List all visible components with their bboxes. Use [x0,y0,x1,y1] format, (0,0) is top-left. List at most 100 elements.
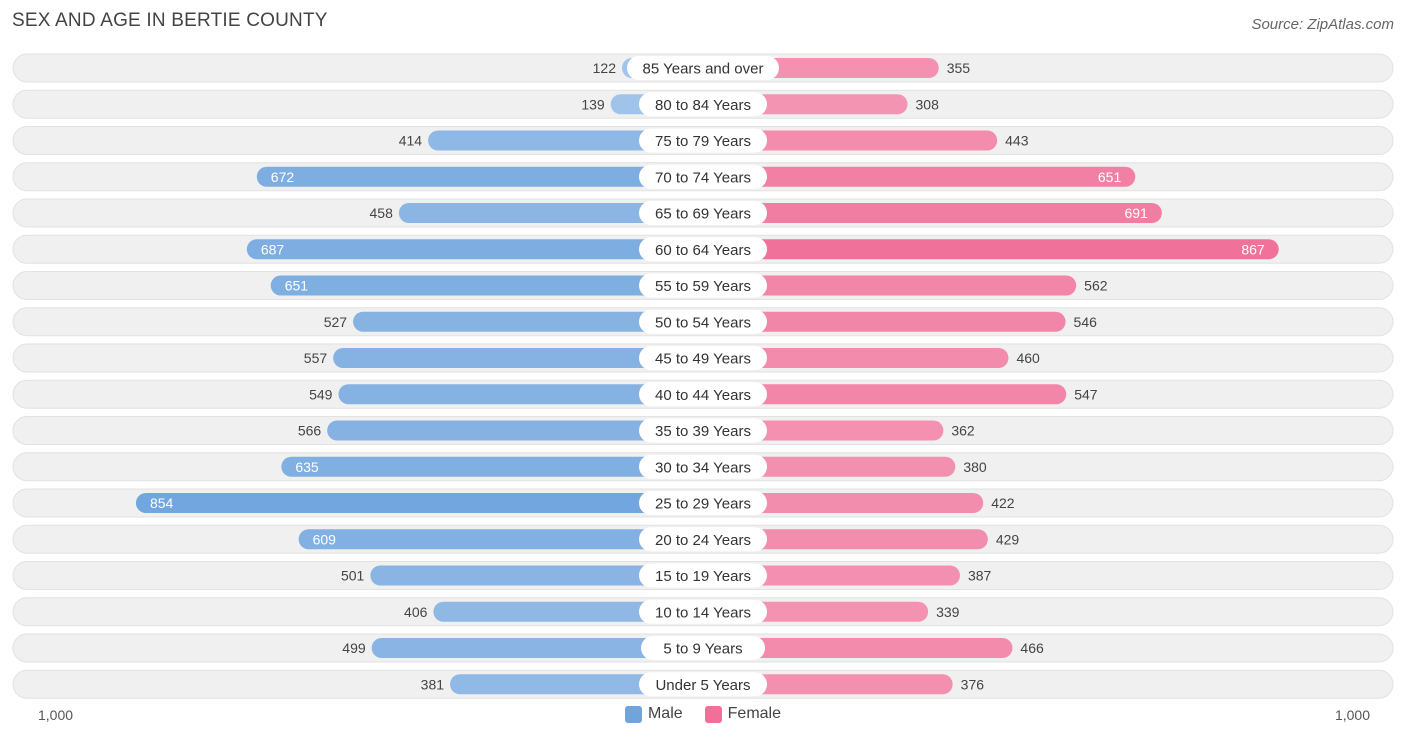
source-label: Source: ZipAtlas.com [1251,16,1394,33]
category-pill [639,527,767,552]
female-bar [703,638,1013,658]
male-value-label: 381 [421,676,445,692]
axis-right-label: 1,000 [1334,707,1370,723]
chart-area: 122 355 85 Years and over 139 308 80 to 84 Ye… [12,53,1394,699]
category-pill [641,636,765,660]
female-value-label: 362 [951,423,975,439]
female-bar [703,348,1009,368]
female-value-label: 355 [947,60,971,76]
axis-left-label: 1,000 [38,707,74,723]
category-label: 85 Years and over [643,61,764,78]
male-value-label: 139 [581,96,605,112]
male-bar [327,420,703,441]
legend-item-female[interactable]: Female [704,705,782,723]
female-value-label: 460 [1016,350,1040,366]
male-value-label: 635 [295,459,319,475]
female-bar [703,529,988,550]
category-pill [639,92,767,117]
male-value-label: 414 [399,133,423,149]
male-value-label: 687 [261,241,285,257]
male-value-label: 501 [341,568,365,584]
male-value-label: 549 [309,386,333,402]
category-label: 60 to 64 Years [655,242,751,259]
category-pill [639,273,767,298]
male-bar [433,601,703,622]
chart-title: SEX AND AGE IN BERTIE COUNTY [12,10,328,31]
female-value-label: 308 [916,96,940,112]
category-label: 55 to 59 Years [655,278,751,295]
male-value-label: 566 [298,423,322,439]
female-value-label: 867 [1241,241,1265,257]
category-label: 75 to 79 Years [655,133,751,150]
female-value-label: 443 [1005,133,1029,149]
female-bar [703,239,1279,260]
male-value-label: 458 [370,205,394,221]
male-value-label: 499 [342,640,366,656]
category-label: Under 5 Years [655,677,750,694]
female-bar [703,384,1067,405]
female-value-label: 562 [1084,278,1108,294]
male-bar [338,384,703,405]
male-bar [333,348,703,368]
category-pill [639,346,767,370]
category-label: 50 to 54 Years [655,314,751,331]
legend-label-male: Male [647,705,683,722]
female-value-label: 422 [991,495,1015,511]
female-value-label: 376 [961,676,985,692]
category-pill [639,382,767,407]
category-label: 65 to 69 Years [655,206,751,223]
female-bar [703,311,1066,332]
category-label: 35 to 39 Years [655,423,751,440]
male-bar [270,275,703,296]
female-value-label: 339 [936,604,960,620]
female-value-label: 387 [968,568,992,584]
male-bar [371,638,703,658]
category-pill [639,309,767,334]
category-pill [639,164,767,189]
legend-swatch-male [624,705,642,723]
category-pill [639,201,767,225]
category-pill [639,599,767,624]
female-value-label: 547 [1074,386,1098,402]
category-pill [639,418,767,443]
legend: Male Female [0,705,1406,723]
male-bar [281,456,703,477]
female-bar [703,130,998,151]
category-label: 30 to 34 Years [655,459,751,476]
category-pill [639,563,767,588]
male-value-label: 854 [150,495,174,511]
male-bar [246,239,703,260]
male-value-label: 557 [304,350,328,366]
category-label: 15 to 19 Years [655,568,751,585]
male-bar [398,203,703,223]
female-value-label: 429 [996,531,1020,547]
legend-label-female: Female [727,705,782,722]
female-value-label: 466 [1020,640,1044,656]
male-value-label: 672 [271,169,295,185]
female-value-label: 546 [1074,314,1098,330]
male-bar [298,529,703,550]
male-bar [135,493,704,513]
category-label: 80 to 84 Years [655,97,751,114]
male-bar [353,311,703,332]
male-bar [256,166,703,187]
female-bar [703,493,984,513]
female-bar [703,275,1077,296]
category-label: 10 to 14 Years [655,604,751,621]
category-pill [639,454,767,479]
female-bar [703,456,956,477]
category-pill [639,237,767,262]
male-bar [370,565,703,586]
legend-swatch-female [704,705,722,723]
category-label: 25 to 29 Years [655,496,751,513]
male-value-label: 122 [593,60,617,76]
female-value-label: 651 [1098,169,1122,185]
male-bar [428,130,703,151]
category-label: 40 to 44 Years [655,387,751,404]
male-value-label: 406 [404,604,428,620]
category-label: 20 to 24 Years [655,532,751,549]
category-label: 70 to 74 Years [655,169,751,186]
category-label: 45 to 49 Years [655,351,751,368]
legend-item-male[interactable]: Male [624,705,683,723]
category-pill [639,491,767,515]
